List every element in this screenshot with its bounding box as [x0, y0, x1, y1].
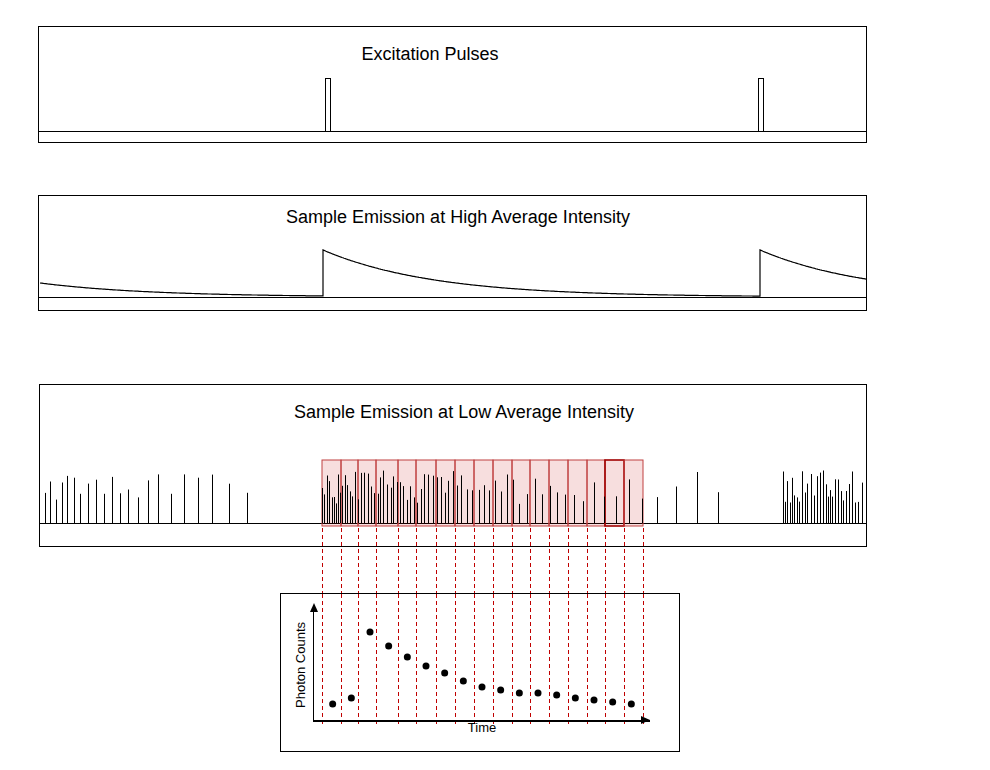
svg-text:Sample Emission at Low Average: Sample Emission at Low Average Intensity	[294, 402, 634, 422]
svg-text:Photon Counts: Photon Counts	[293, 622, 308, 709]
svg-text:Excitation Pulses: Excitation Pulses	[361, 44, 498, 64]
svg-text:Time: Time	[468, 720, 496, 735]
svg-text:Sample Emission at High Averag: Sample Emission at High Average Intensit…	[286, 207, 630, 227]
